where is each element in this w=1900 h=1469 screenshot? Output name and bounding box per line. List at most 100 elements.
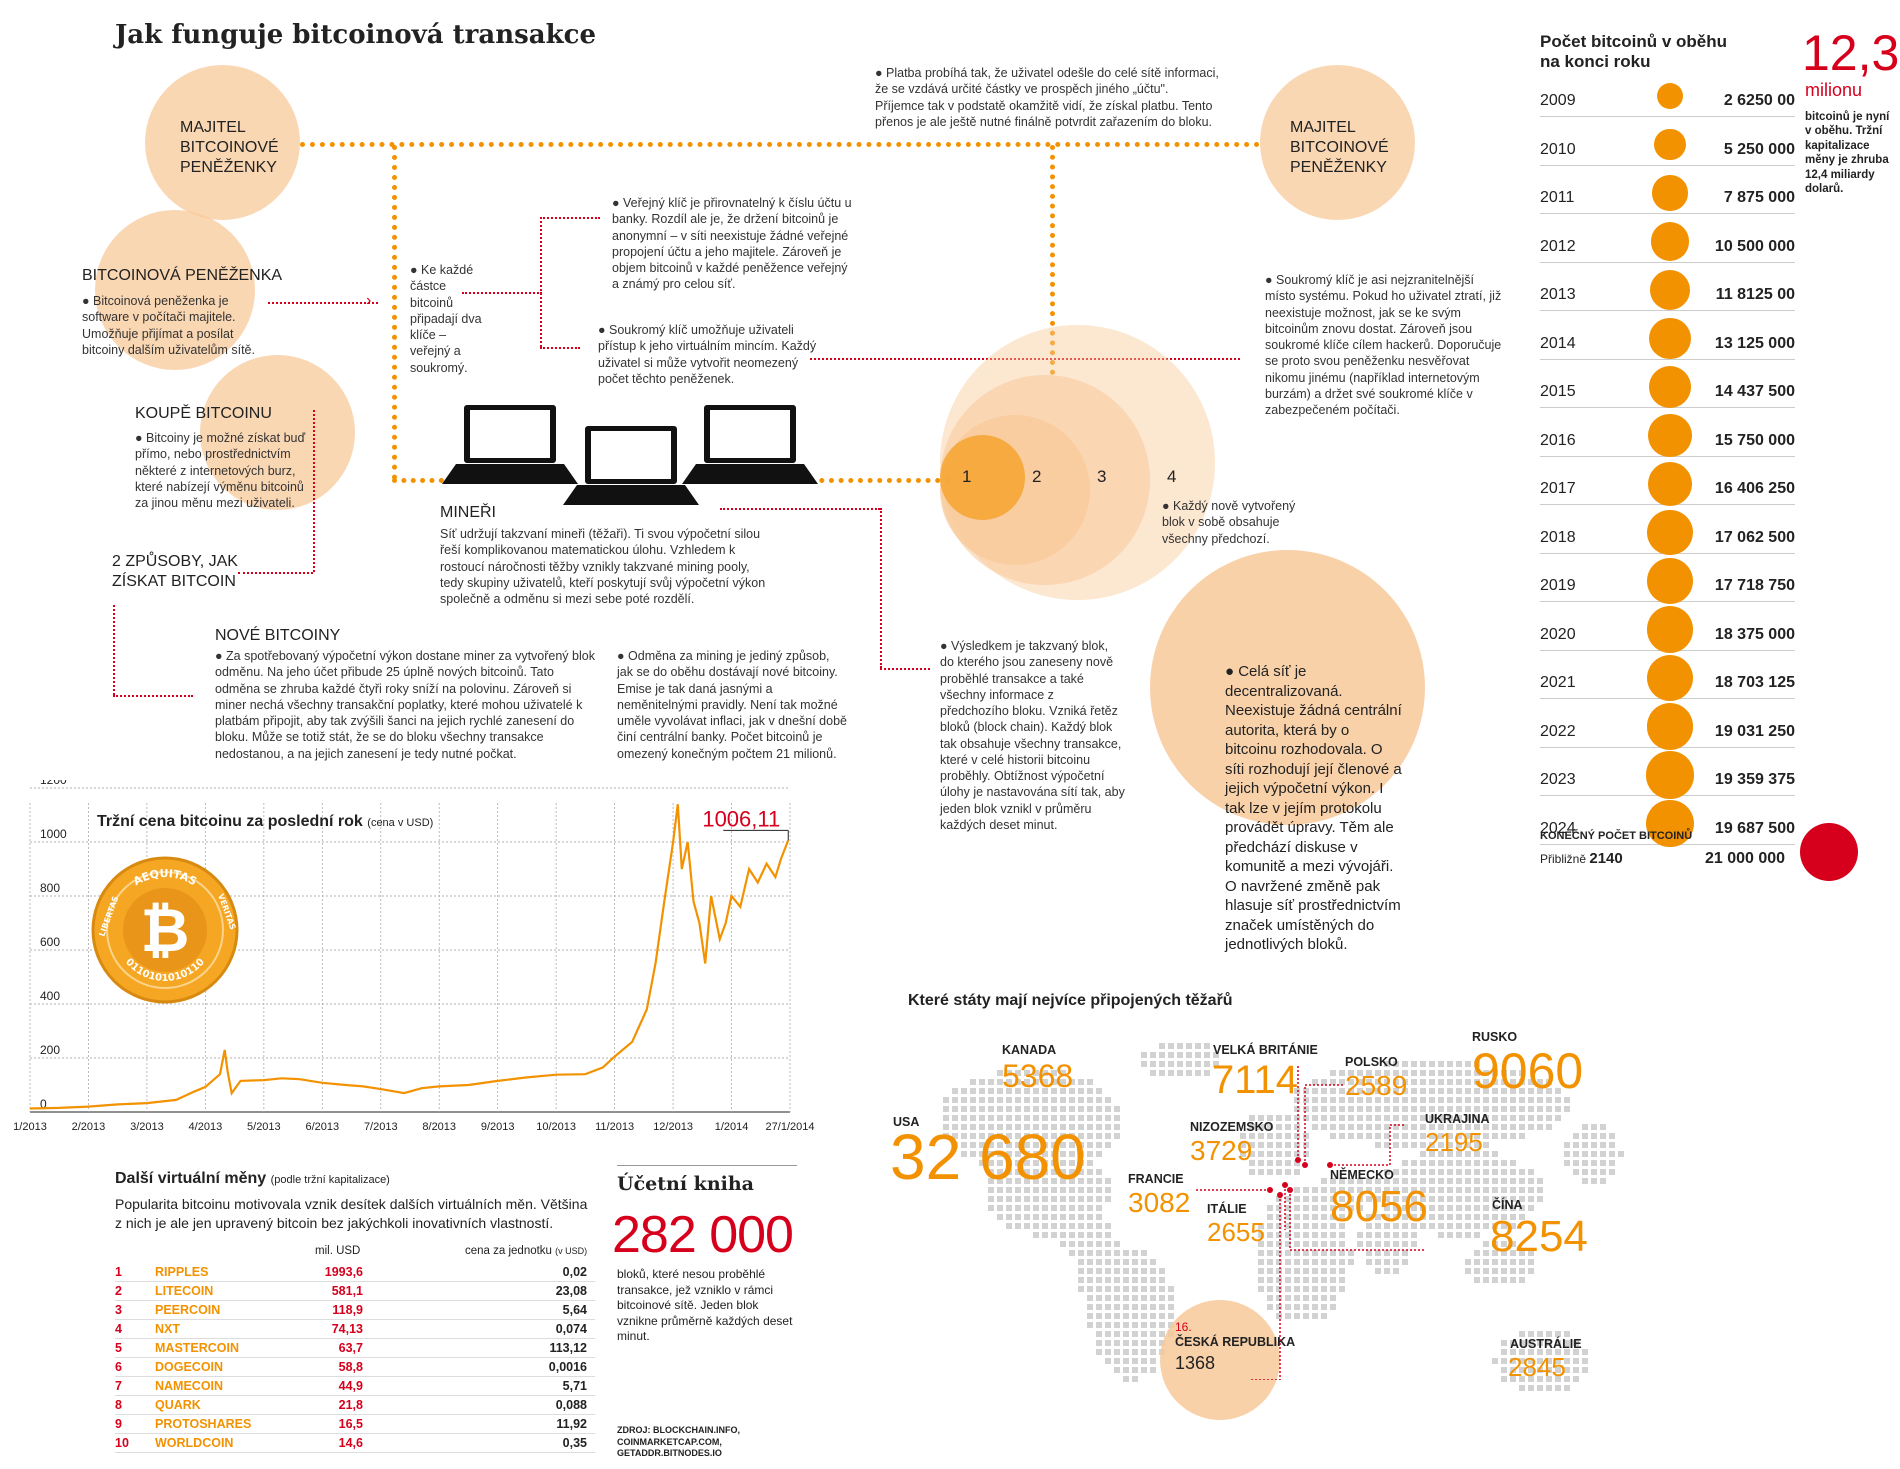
circulation-row: 2013 11 8125 00: [1540, 266, 1795, 311]
circulation-value: 15 750 000: [1714, 431, 1795, 449]
circulation-dot: [1646, 799, 1694, 848]
wallet-title: BITCOINOVÁ PENĚŽENKA: [82, 267, 283, 284]
currency-rank: 5: [115, 1341, 122, 1355]
currency-cap: 581,1: [331, 1284, 363, 1298]
blocks-text: ● Každý nově vytvořený blok v sobě obsah…: [1162, 499, 1296, 546]
circulation-value: 14 437 500: [1714, 383, 1795, 400]
currency-name: NXT: [155, 1322, 180, 1336]
buy-title: KOUPĚ BITCOINU: [135, 405, 272, 422]
germany-label: NĚMECKO: [1330, 1168, 1394, 1182]
circulation-note: bitcoinů je nyní v oběhu. Tržní kapitali…: [1805, 111, 1890, 195]
currency-cap: 44,9: [338, 1379, 363, 1393]
czech-value: 1368: [1175, 1353, 1216, 1373]
two-ways-arrow-h: [238, 572, 313, 574]
circulation-year: 2020: [1540, 625, 1576, 643]
x-tick-label: 10/2013: [536, 1121, 576, 1133]
poland-label: POLSKO: [1345, 1055, 1398, 1069]
circulation-year: 2021: [1540, 674, 1576, 691]
circulation-value: 18 703 125: [1714, 674, 1795, 691]
currency-row: 5 MASTERCOIN 63,7 113,12: [115, 1338, 595, 1358]
bitcoin-coin-icon: ₿ AEQUITAS 0110101010110 LIBERTAS VERITA…: [91, 856, 239, 1004]
circulation-dot: [1646, 703, 1694, 750]
currency-price: 0,088: [555, 1398, 587, 1412]
ledger-text: bloků, které nesou proběhlé transakce, j…: [617, 1267, 793, 1344]
ledger-source: ZDROJ: BLOCKCHAIN.INFO, COINMARKETCAP.CO…: [617, 1425, 740, 1459]
france-value: 3082: [1128, 1187, 1191, 1218]
circulation-value: 7 875 000: [1723, 189, 1795, 206]
circulation-value: 19 687 500: [1714, 819, 1795, 837]
private-key-right-text: ● Soukromý klíč je asi nejzranitelnější …: [1265, 273, 1502, 417]
czech-circle: [1160, 1300, 1280, 1420]
x-tick-label: 9/2013: [481, 1121, 515, 1133]
miners-arrow-v: [880, 508, 882, 668]
currency-rank: 2: [115, 1284, 122, 1298]
currency-cap: 14,6: [338, 1436, 363, 1450]
circulation-year: 2018: [1540, 528, 1576, 546]
wallet-circle: [95, 210, 255, 370]
circulation-row: 2016 15 750 000: [1540, 412, 1795, 458]
col-cap: mil. USD: [315, 1245, 361, 1257]
currency-price: 5,71: [562, 1379, 587, 1393]
x-tick-label: 1/2013: [13, 1121, 47, 1133]
currency-name: DOGECOIN: [155, 1360, 224, 1374]
circulation-dot: [1647, 461, 1693, 507]
currency-row: 10 WORLDCOIN 14,6 0,35: [115, 1433, 595, 1453]
circulation-year: 2019: [1540, 577, 1576, 594]
netherlands-label: NIZOZEMSKO: [1190, 1120, 1274, 1134]
circulation-row: 2012 10 500 000: [1540, 218, 1795, 263]
price-chart-title: Tržní cena bitcoinu za poslední rok (cen…: [97, 813, 433, 831]
two-ways-label: 2 ZPŮSOBY, JAK ZÍSKAT BITCOIN: [112, 553, 238, 590]
circulation-year: 2012: [1540, 237, 1576, 255]
circulation-value: 19 031 250: [1714, 722, 1795, 740]
circulation-year: 2014: [1540, 334, 1576, 352]
circulation-dot: [1647, 558, 1693, 604]
svg-text:₿: ₿: [141, 896, 190, 966]
map-title: Které státy mají nejvíce připojených těž…: [908, 992, 1233, 1009]
col-price-text: cena za jednotku: [465, 1245, 552, 1257]
currency-cap: 63,7: [338, 1341, 363, 1355]
flow-line-blocks: [800, 478, 950, 483]
new-coins-title: NOVÉ BITCOINY: [215, 627, 341, 644]
private-key-text: ● Soukromý klíč umožňuje uživateli příst…: [598, 323, 817, 386]
x-tick-label: 6/2013: [305, 1121, 339, 1133]
two-ways-arrow-v: [313, 410, 315, 572]
australia-value: 2845: [1508, 1352, 1566, 1382]
price-chart-svg: 1200 1000 800 600 400 200 0 1/2013 2/2013 3/2013 4…: [13, 780, 814, 1133]
currency-row: 1 RIPPLES 1993,6 0,02: [115, 1262, 595, 1282]
currency-row: 8 QUARK 21,8 0,088: [115, 1395, 595, 1415]
currency-rank: 10: [115, 1436, 129, 1450]
currency-price: 0,02: [562, 1265, 587, 1279]
circulation-row: 2020 18 375 000: [1540, 606, 1795, 653]
currency-price: 5,64: [562, 1303, 587, 1317]
circulation-row: 2011 7 875 000: [1540, 169, 1795, 214]
last-value-label: 1006,11: [702, 806, 780, 831]
circulation-row: 2019 17 718 750: [1540, 557, 1795, 604]
private-key-arrow: [810, 358, 1240, 360]
china-value: 8254: [1490, 1212, 1588, 1261]
reward-text: ● Odměna za mining je jediný způsob, jak…: [617, 649, 847, 761]
circulation-dot: [1646, 654, 1694, 702]
world-map: [943, 1043, 1624, 1391]
circulation-row: 2010 5 250 000: [1540, 121, 1795, 166]
circulation-dot: [1656, 82, 1684, 110]
circulation-value: 13 125 000: [1714, 334, 1795, 352]
circulation-row: 2022 19 031 250: [1540, 703, 1795, 750]
currency-cap: 16,5: [338, 1417, 363, 1431]
private-branch: [540, 347, 580, 349]
currency-rank: 8: [115, 1398, 122, 1412]
y-tick-label: 1000: [40, 827, 67, 841]
owner-right-circle: [1260, 65, 1415, 220]
currency-name: QUARK: [155, 1398, 201, 1412]
currency-price: 113,12: [549, 1341, 587, 1355]
circulation-dot: [1646, 751, 1694, 799]
circulation-year: 2010: [1540, 140, 1576, 158]
currencies-intro: Popularita bitcoinu motivovala vznik des…: [115, 1196, 588, 1231]
currency-rank: 9: [115, 1417, 122, 1431]
y-tick-label: 1200: [40, 780, 67, 787]
new-coins-arrow-h: [113, 695, 193, 697]
currency-name: LITECOIN: [155, 1284, 214, 1298]
currency-name: PEERCOIN: [155, 1303, 221, 1317]
circulation-value: 16 406 250: [1714, 480, 1795, 497]
currency-row: 2 LITECOIN 581,1 23,08: [115, 1281, 595, 1301]
currencies-title-text: Další virtuální měny: [115, 1170, 267, 1187]
